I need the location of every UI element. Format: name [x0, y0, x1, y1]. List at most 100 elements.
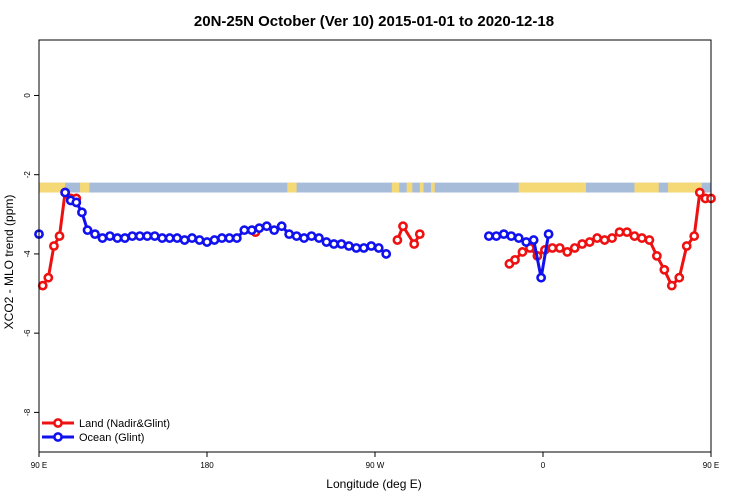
data-point — [239, 225, 250, 236]
data-point — [231, 233, 242, 243]
map-strip-land-region — [668, 182, 702, 193]
x-axis-label: Longitude (deg E) — [326, 477, 421, 491]
data-point — [659, 264, 670, 275]
data-point — [562, 247, 573, 257]
data-point — [284, 229, 295, 240]
data-point — [164, 233, 175, 243]
data-point — [592, 233, 603, 243]
data-point — [358, 243, 369, 253]
legend-marker — [53, 418, 63, 428]
data-point — [629, 231, 640, 241]
data-point — [483, 231, 494, 241]
data-point — [246, 225, 257, 236]
map-strip-land-region — [634, 182, 659, 193]
data-point — [536, 272, 547, 283]
data-point — [194, 235, 205, 245]
y-tick-label: -4 — [23, 250, 32, 258]
data-point — [584, 237, 595, 247]
data-point — [381, 249, 392, 259]
data-point — [127, 231, 138, 241]
x-tick-label: 90 E — [31, 461, 47, 470]
data-point — [119, 233, 130, 243]
data-point — [134, 231, 145, 241]
map-strip-land-region — [518, 182, 586, 193]
map-strip-land-region — [39, 182, 66, 193]
data-point — [314, 233, 324, 243]
x-tick-label: 90 E — [703, 461, 719, 470]
data-point — [209, 235, 220, 245]
data-point — [321, 237, 332, 247]
data-point — [224, 233, 235, 243]
series-line — [396, 224, 422, 246]
data-point — [614, 227, 625, 238]
data-point — [694, 187, 705, 198]
data-point — [105, 231, 115, 241]
map-strip-land-region — [406, 182, 413, 193]
data-point — [607, 233, 617, 243]
data-point — [142, 231, 153, 241]
map-strip-land — [39, 182, 702, 193]
data-point — [261, 221, 272, 232]
data-point — [366, 241, 377, 251]
data-point — [543, 229, 554, 240]
data-point — [157, 233, 168, 243]
map-strip-land-region — [419, 182, 424, 193]
x-axis: 90 E 180 90 W 0 90 E — [31, 452, 719, 470]
data-point — [187, 233, 197, 243]
y-tick-label: -8 — [23, 408, 32, 416]
data-point — [54, 231, 65, 241]
map-strip-land-region — [80, 182, 90, 193]
legend-label: Ocean (Glint) — [79, 432, 144, 444]
chart-title: 20N-25N October (Ver 10) 2015-01-01 to 2… — [194, 13, 554, 30]
series-ocean-glint — [34, 187, 554, 283]
data-point — [343, 241, 354, 251]
legend-marker — [53, 432, 63, 442]
data-point — [254, 223, 265, 234]
y-tick-label: 0 — [23, 93, 32, 98]
plot-marks — [34, 187, 716, 291]
data-point — [172, 233, 183, 243]
x-tick-label: 0 — [541, 461, 546, 470]
data-point — [179, 235, 190, 245]
data-point — [49, 241, 59, 251]
data-point — [569, 243, 580, 253]
data-point — [666, 280, 677, 291]
data-point — [90, 229, 100, 240]
data-point — [306, 231, 317, 241]
data-point — [149, 231, 160, 241]
data-point — [644, 235, 655, 245]
data-point — [37, 280, 48, 291]
data-point — [97, 233, 108, 243]
background-map-strip — [39, 182, 711, 193]
data-point — [299, 233, 309, 243]
data-point — [622, 227, 632, 238]
data-point — [637, 233, 647, 243]
y-axis: 0 -2 -4 -6 -8 — [23, 93, 39, 416]
data-point — [414, 229, 425, 240]
data-point — [112, 233, 123, 243]
data-point — [336, 239, 347, 249]
data-point — [373, 243, 384, 253]
data-point — [392, 235, 403, 245]
data-point — [269, 225, 280, 236]
x-tick-label: 90 W — [366, 461, 385, 470]
map-strip-land-region — [391, 182, 400, 193]
data-point — [547, 243, 558, 253]
data-point — [71, 197, 82, 208]
data-point — [77, 207, 87, 218]
data-point — [528, 235, 539, 245]
data-point — [517, 247, 528, 257]
data-point — [491, 231, 502, 241]
data-point — [43, 272, 54, 283]
data-point — [498, 229, 509, 240]
map-strip-land-region — [431, 182, 435, 193]
data-point — [689, 231, 700, 241]
data-point — [599, 235, 610, 245]
legend-label: Land (Nadir&Glint) — [79, 418, 170, 430]
data-point — [329, 239, 339, 249]
data-point — [577, 239, 588, 249]
y-tick-label: -2 — [23, 171, 32, 179]
data-point — [202, 237, 212, 247]
data-point — [217, 233, 227, 243]
data-point — [291, 231, 302, 241]
